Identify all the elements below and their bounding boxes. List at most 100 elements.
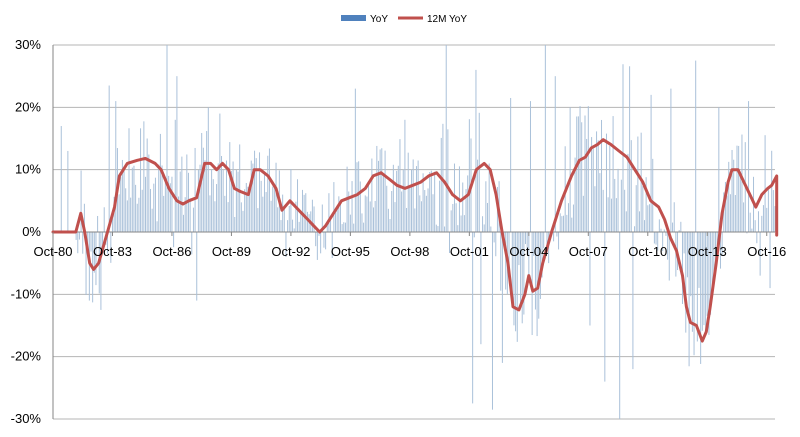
yoy-bar	[539, 232, 541, 299]
x-tick-label: Oct-89	[212, 244, 251, 259]
yoy-bar	[457, 225, 459, 232]
yoy-bar	[455, 203, 457, 232]
yoy-bar	[125, 188, 127, 232]
yoy-bar	[696, 232, 698, 342]
yoy-bar	[176, 76, 178, 233]
yoy-bar	[657, 232, 659, 251]
yoy-bar	[126, 200, 128, 232]
yoy-bar	[123, 166, 125, 232]
yoy-bar	[652, 158, 654, 232]
yoy-bar	[487, 202, 489, 232]
y-tick-label: 20%	[15, 99, 41, 114]
yoy-bar	[211, 169, 213, 232]
yoy-bar	[184, 197, 186, 232]
yoy-bar	[516, 232, 518, 342]
yoy-bar	[597, 140, 599, 232]
yoy-bar	[229, 142, 231, 232]
yoy-bar	[762, 205, 764, 232]
yoy-bar	[511, 232, 513, 293]
yoy-bar	[685, 232, 687, 333]
y-tick-label: -20%	[11, 349, 42, 364]
x-tick-label: Oct-04	[509, 244, 548, 259]
yoy-bar	[265, 192, 267, 232]
yoy-bar	[665, 232, 667, 236]
yoy-bar	[344, 222, 346, 232]
yoy-bar	[715, 232, 717, 275]
yoy-bar	[212, 179, 214, 232]
yoy-bar	[653, 232, 655, 244]
yoy-bar	[713, 232, 715, 286]
legend-label-yoy: YoY	[370, 14, 388, 25]
yoy-bar	[202, 147, 204, 232]
yoy-bar	[359, 181, 361, 232]
yoy-bar	[192, 207, 194, 232]
yoy-bar	[576, 116, 578, 232]
yoy-bar	[358, 161, 360, 232]
yoy-bar	[754, 220, 756, 232]
yoy-bar	[691, 232, 693, 332]
yoy-bar	[232, 161, 234, 232]
yoy-bar	[703, 232, 705, 326]
yoy-bar	[574, 157, 576, 232]
yoy-bar	[521, 232, 523, 324]
yoy-bar	[635, 185, 637, 232]
yoy-bar	[97, 215, 99, 232]
yoy-bar	[115, 101, 117, 232]
yoy-bar	[199, 164, 201, 232]
yoy-bar	[586, 138, 588, 232]
yoy-bar	[191, 232, 193, 255]
yoy-bar	[135, 184, 137, 232]
yoy-bar	[270, 200, 272, 232]
yoy-bar	[364, 195, 366, 232]
yoy-bar	[772, 190, 774, 232]
yoy-bar	[444, 226, 446, 232]
yoy-bar	[120, 176, 122, 232]
yoy-bar	[336, 205, 338, 232]
trend-line-layer	[51, 138, 779, 343]
yoy-bar	[518, 232, 520, 266]
yoy-bar	[60, 126, 62, 232]
yoy-bar	[553, 232, 555, 242]
yoy-bar	[277, 207, 279, 232]
x-tick-label: Oct-13	[688, 244, 727, 259]
yoy-bar	[136, 203, 138, 232]
yoy-bar	[491, 232, 493, 410]
yoy-bar	[695, 60, 697, 233]
yoy-bar	[746, 232, 748, 234]
yoy-bar	[478, 112, 480, 232]
yoy-bar	[189, 198, 191, 232]
yoy-bar	[323, 232, 325, 248]
yoy-bar	[647, 205, 649, 232]
yoy-bar	[698, 232, 700, 288]
yoy-bar	[341, 224, 343, 232]
yoy-bar	[739, 171, 741, 232]
yoy-bar	[300, 212, 302, 232]
yoy-bar	[396, 170, 398, 232]
yoy-bar	[729, 194, 731, 232]
yoy-bar	[533, 232, 535, 256]
yoy-bar	[592, 148, 594, 232]
yoy-bar	[430, 170, 432, 232]
yoy-bar	[354, 88, 356, 232]
yoy-bar	[356, 162, 358, 232]
yoy-bar	[769, 232, 771, 289]
yoy-bar	[508, 232, 510, 278]
yoy-bar	[449, 232, 451, 253]
yoy-bar	[501, 232, 503, 363]
yoy-bar	[686, 232, 688, 278]
yoy-bar	[767, 189, 769, 232]
yoy-bar	[387, 208, 389, 232]
yoy-bar	[328, 193, 330, 232]
legend[interactable]: YoY 12M YoY	[341, 14, 467, 25]
yoy-bar	[131, 167, 133, 232]
yoy-bar	[510, 97, 512, 232]
yoy-bar	[173, 232, 175, 248]
yoy-bar	[619, 232, 621, 419]
yoy-bar	[543, 232, 545, 249]
yoy-bar	[648, 204, 650, 232]
yoy-bar	[330, 220, 332, 232]
x-tick-label: Oct-83	[93, 244, 132, 259]
yoy-bar	[427, 188, 429, 232]
yoy-bar	[601, 119, 603, 232]
yoy-bar	[683, 232, 685, 254]
